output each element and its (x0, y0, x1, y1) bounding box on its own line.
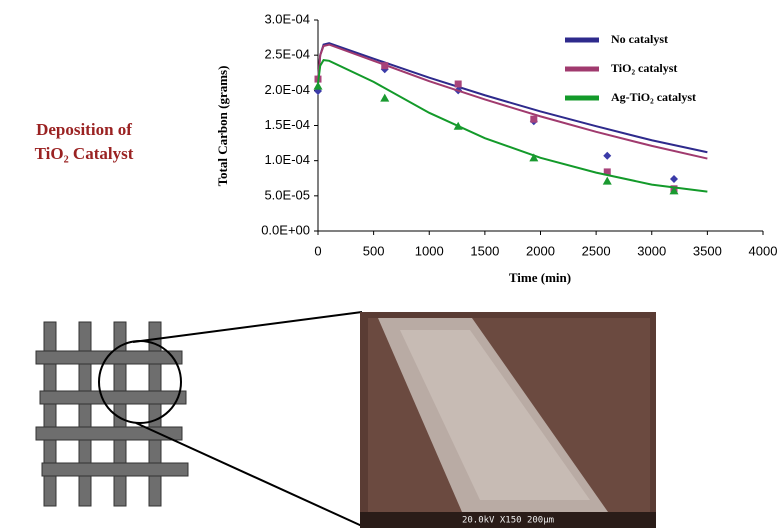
data-point (603, 152, 611, 160)
data-point (380, 94, 389, 102)
data-point (603, 177, 612, 185)
sem-caption: 20.0kV X150 200μm (462, 516, 554, 526)
side-label: TiO₂ Catalyst (35, 144, 134, 163)
zoom-line (133, 312, 362, 342)
y-tick-label: 1.5E-04 (264, 117, 310, 132)
y-tick-label: 1.0E-04 (264, 152, 310, 167)
y-tick-label: 3.0E-04 (264, 11, 310, 26)
y-tick-label: 2.5E-04 (264, 47, 310, 62)
y-axis-title: Total Carbon (grams) (215, 66, 230, 187)
x-tick-label: 1500 (470, 243, 499, 258)
x-tick-label: 2000 (526, 243, 555, 258)
data-point (455, 81, 462, 88)
sem-image: 20.0kV X150 200μm (360, 312, 656, 528)
x-tick-label: 3000 (637, 243, 666, 258)
x-tick-label: 3500 (693, 243, 722, 258)
side-label: Deposition of (36, 120, 132, 139)
x-tick-label: 1000 (415, 243, 444, 258)
data-point (530, 116, 537, 123)
data-point (670, 175, 678, 183)
x-tick-label: 2500 (582, 243, 611, 258)
y-tick-label: 5.0E-05 (264, 187, 310, 202)
x-tick-label: 500 (363, 243, 385, 258)
mesh-diagram (36, 322, 188, 506)
legend-label: Ag-TiO₂ catalyst (611, 90, 696, 104)
data-point (314, 82, 323, 90)
y-tick-label: 2.0E-04 (264, 82, 310, 97)
x-axis-title: Time (min) (509, 270, 571, 285)
data-point (454, 122, 463, 130)
model-line (318, 60, 707, 192)
y-tick-label: 0.0E+00 (261, 222, 310, 237)
legend-label: No catalyst (611, 32, 668, 46)
legend-label: TiO₂ catalyst (611, 61, 677, 75)
figure: Deposition of TiO₂ Catalyst Time (min) T… (0, 0, 778, 531)
x-tick-label: 4000 (749, 243, 778, 258)
data-point (381, 62, 388, 69)
x-tick-label: 0 (314, 243, 321, 258)
